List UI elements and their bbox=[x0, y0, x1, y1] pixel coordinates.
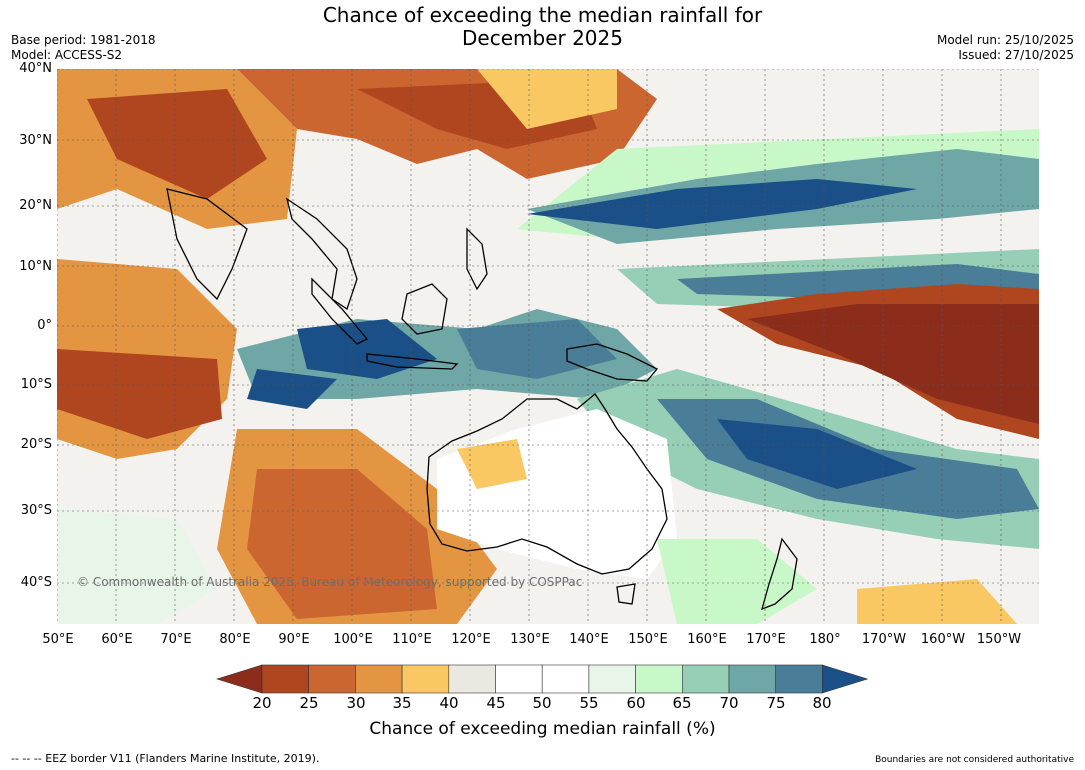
rainfall-anomaly-field bbox=[57, 69, 1039, 624]
colorbar-tick: 20 bbox=[252, 694, 272, 712]
map-svg bbox=[57, 69, 1039, 624]
colorbar-cell bbox=[448, 664, 496, 694]
lat-label: 0° bbox=[37, 318, 52, 333]
colorbar-tick: 25 bbox=[299, 694, 319, 712]
rainfall-map bbox=[57, 69, 1039, 624]
colorbar-tick: 60 bbox=[626, 694, 646, 712]
base-period: Base period: 1981-2018 bbox=[11, 33, 156, 47]
title-line-1: Chance of exceeding the median rainfall … bbox=[322, 3, 763, 27]
lon-label: 100°E bbox=[333, 632, 373, 647]
lon-label: 80°E bbox=[219, 632, 251, 647]
colorbar-extend-low bbox=[216, 664, 263, 694]
colorbar-cell bbox=[355, 664, 403, 694]
colorbar-cell bbox=[308, 664, 356, 694]
colorbar-tick: 75 bbox=[766, 694, 786, 712]
lat-label: 30°S bbox=[20, 503, 52, 518]
title-line-2: December 2025 bbox=[462, 26, 623, 50]
colorbar-cell bbox=[261, 664, 310, 694]
lon-label: 50°E bbox=[42, 632, 74, 647]
colorbar-cell bbox=[401, 664, 450, 694]
graticule bbox=[57, 69, 1039, 624]
colorbar-cell bbox=[681, 664, 730, 694]
lon-label: 160°W bbox=[920, 632, 966, 647]
issued-date: Issued: 27/10/2025 bbox=[958, 48, 1074, 62]
eez-note: -- -- -- EEZ border V11 (Flanders Marine… bbox=[11, 752, 320, 765]
model-run: Model run: 25/10/2025 bbox=[936, 33, 1074, 47]
colorbar-tick: 35 bbox=[392, 694, 412, 712]
colorbar-tick: 50 bbox=[532, 694, 552, 712]
colorbar-tick: 55 bbox=[579, 694, 599, 712]
lat-label: 10°N bbox=[19, 259, 52, 274]
lon-label: 140°E bbox=[569, 632, 609, 647]
colorbar-extend-high bbox=[822, 664, 869, 694]
lon-label: 90°E bbox=[278, 632, 310, 647]
lat-label: 20°N bbox=[19, 198, 52, 213]
colorbar-tick: 45 bbox=[486, 694, 506, 712]
colorbar-tick: 80 bbox=[812, 694, 832, 712]
lat-label: 30°N bbox=[19, 133, 52, 148]
colorbar-tick: 30 bbox=[346, 694, 366, 712]
lon-label: 60°E bbox=[101, 632, 133, 647]
colorbar-cell bbox=[495, 664, 543, 694]
colorbar-cell bbox=[635, 664, 683, 694]
lat-label: 40°S bbox=[20, 575, 52, 590]
colorbar-title: Chance of exceeding median rainfall (%) bbox=[369, 719, 716, 739]
colorbar-tick: 40 bbox=[439, 694, 459, 712]
meta-right: Model run: 25/10/2025 Issued: 27/10/2025 bbox=[937, 33, 1074, 63]
lat-label: 10°S bbox=[20, 377, 52, 392]
lon-label: 180° bbox=[809, 632, 841, 647]
colorbar-cell bbox=[588, 664, 636, 694]
colorbar-cell bbox=[541, 664, 590, 694]
lat-label: 40°N bbox=[19, 61, 52, 76]
lon-label: 150°E bbox=[628, 632, 668, 647]
coastlines bbox=[166, 188, 798, 611]
colorbar-cell bbox=[728, 664, 777, 694]
lon-label: 170°W bbox=[861, 632, 907, 647]
lon-label: 120°E bbox=[451, 632, 491, 647]
lon-label: 150°W bbox=[976, 632, 1022, 647]
chart-title: Chance of exceeding the median rainfall … bbox=[0, 4, 1085, 50]
meta-left: Base period: 1981-2018 Model: ACCESS-S2 bbox=[11, 33, 156, 63]
colorbar-cell bbox=[775, 664, 823, 694]
lon-label: 70°E bbox=[160, 632, 192, 647]
lat-label: 20°S bbox=[20, 437, 52, 452]
lon-label: 160°E bbox=[687, 632, 727, 647]
boundary-disclaimer: Boundaries are not considered authoritat… bbox=[875, 755, 1074, 765]
colorbar-tick: 65 bbox=[672, 694, 692, 712]
colorbar bbox=[216, 664, 869, 694]
lon-label: 130°E bbox=[510, 632, 550, 647]
copyright-notice: © Commonwealth of Australia 2025, Bureau… bbox=[77, 575, 583, 589]
model-name: Model: ACCESS-S2 bbox=[11, 48, 123, 62]
lon-label: 170°E bbox=[746, 632, 786, 647]
colorbar-tick: 70 bbox=[719, 694, 739, 712]
lon-label: 110°E bbox=[392, 632, 432, 647]
